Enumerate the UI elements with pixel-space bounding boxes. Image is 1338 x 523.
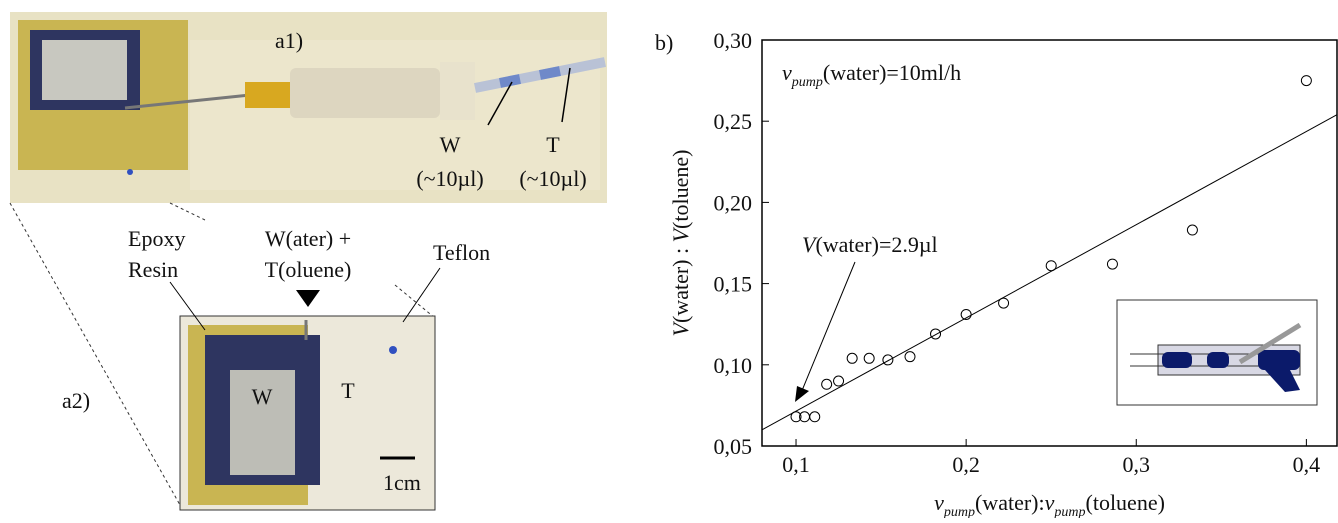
x-axis-label: vpump(water):vpump(toluene) <box>934 490 1165 518</box>
inset-diagram <box>1117 300 1317 405</box>
annotation-arrow <box>801 262 855 393</box>
x-tick-label: 0,1 <box>782 452 810 477</box>
x-tick-label: 0,2 <box>952 452 980 477</box>
data-point <box>847 353 857 363</box>
data-point <box>810 412 820 422</box>
x-axis-label-part: (water): <box>975 490 1045 515</box>
x-tick-label: 0,3 <box>1123 452 1151 477</box>
figure: a1) a2) b) W (~10µl) T (~10µl) Epoxy Resin W(ater… <box>0 0 1338 518</box>
annotation-part: pump <box>791 75 823 90</box>
data-point <box>834 376 844 386</box>
data-point <box>883 355 893 365</box>
annotation-part: v <box>782 60 792 85</box>
y-axis-label-part: (toluene) <box>668 150 693 229</box>
annotation-arrowhead <box>795 386 809 402</box>
x-axis-label-part: v <box>1045 490 1055 515</box>
x-axis-label-part: pump <box>943 505 975 518</box>
x-axis-label-part: pump <box>1053 505 1085 518</box>
photo-label: T(oluene) <box>265 257 352 282</box>
data-point <box>1301 76 1311 86</box>
data-point <box>999 298 1009 308</box>
zoom-lines <box>10 203 435 505</box>
photo-label: W(ater) + <box>265 226 351 251</box>
photo-label: Epoxy <box>128 226 185 251</box>
panel-label: a2) <box>62 388 90 413</box>
x-axis-label-part: (toluene) <box>1086 490 1165 515</box>
data-point <box>931 329 941 339</box>
fit-line <box>762 115 1337 430</box>
photo-label: T <box>341 378 355 403</box>
photo-label: (~10µl) <box>416 166 483 191</box>
y-tick-label: 0,10 <box>714 353 753 378</box>
y-tick-label: 0,25 <box>714 109 753 134</box>
annotation: vpump(water)=10ml/h <box>782 60 961 90</box>
photo-label: Resin <box>128 257 178 282</box>
data-point <box>1046 261 1056 271</box>
photo-label: (~10µl) <box>519 166 586 191</box>
photo-a1 <box>10 12 607 203</box>
y-tick-label: 0,30 <box>714 28 753 53</box>
y-axis-label: V(water) : V(toluene) <box>668 150 693 337</box>
photo-label: 1cm <box>383 470 421 495</box>
panel-label: b) <box>655 30 673 55</box>
data-point <box>822 379 832 389</box>
y-tick-label: 0,15 <box>714 272 753 297</box>
y-tick-label: 0,20 <box>714 190 753 215</box>
annotation-part: (water)=10ml/h <box>823 60 961 85</box>
x-axis-label-part: v <box>934 490 944 515</box>
annotation: V(water)=2.9µl <box>802 232 938 257</box>
photo-label: T <box>546 132 560 157</box>
x-tick-label: 0,4 <box>1293 452 1321 477</box>
panel-label: a1) <box>275 28 303 53</box>
annotation-part: (water)=2.9µl <box>815 232 937 257</box>
data-point <box>1107 259 1117 269</box>
data-point <box>905 352 915 362</box>
photo-label: Teflon <box>433 240 490 265</box>
data-point <box>1187 225 1197 235</box>
data-point <box>864 353 874 363</box>
y-axis-label-part: (water) : <box>668 242 693 323</box>
callout-line <box>170 282 205 330</box>
callout-line <box>403 268 440 322</box>
photo-label: W <box>440 132 461 157</box>
y-tick-label: 0,05 <box>714 434 753 459</box>
photo-label: W <box>252 384 273 409</box>
